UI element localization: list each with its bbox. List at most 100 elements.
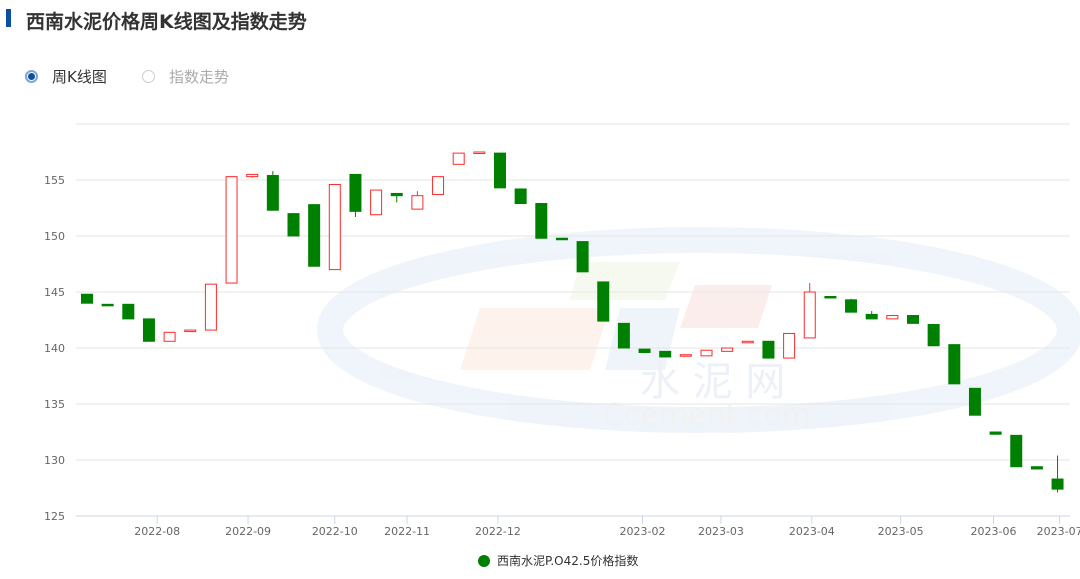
candle-body [576,241,589,273]
x-tick-label: 2023-04 [789,525,835,538]
candle [762,340,775,359]
candle-body [638,348,651,353]
candle [122,303,135,320]
candle-body [473,151,486,154]
candle [225,176,238,284]
candle-body [411,195,424,210]
radio-label: 周K线图 [52,68,107,86]
candle [370,189,383,216]
x-tick-label: 2023-03 [698,525,744,538]
candle-body [514,188,527,205]
candle [679,354,692,357]
candle-body [948,344,961,385]
candle-body [101,303,114,307]
y-tick-label: 125 [44,510,65,523]
candle-body [494,152,506,189]
candle-body [246,173,259,178]
candle-body [762,340,775,359]
candle [184,329,197,333]
candle-body [266,175,279,211]
x-tick-label: 2022-11 [384,525,430,538]
candle-body [700,349,713,357]
candle [204,283,217,331]
candle-body [1030,466,1043,470]
candle-body [163,331,176,342]
candle-body [287,213,300,237]
candle [927,323,940,347]
candle [246,173,259,178]
candle-body [845,299,858,313]
x-tick-label: 2022-09 [225,525,271,538]
candle [886,315,899,320]
candle [328,183,341,271]
candle [659,350,672,358]
candle-body [968,387,981,416]
candle-body [81,293,93,304]
candle [452,152,465,165]
x-tick-label: 2023-02 [620,525,666,538]
candle [555,237,568,241]
svg-text:水 泥 网: 水 泥 网 [640,359,785,405]
candle-body [204,283,217,331]
y-tick-label: 135 [44,398,65,411]
svg-text:Ccement.com: Ccement.com [603,398,811,433]
x-tick-label: 2023-07 [1037,525,1080,538]
candle-body [328,183,341,271]
candle-body [886,315,899,320]
x-tick-label: 2023-05 [878,525,924,538]
candle [617,322,630,349]
candle [700,349,713,357]
candle-body [370,189,383,216]
candle-body [679,354,692,357]
candle [163,331,176,342]
x-tick-label: 2022-12 [475,525,521,538]
candle-body [390,192,403,197]
candle-body [721,347,734,352]
candle [576,241,589,273]
candle-body [432,176,445,196]
y-tick-label: 155 [44,174,65,187]
candle-body [989,431,1002,435]
candle [948,344,961,385]
candle-body [1010,434,1023,468]
candle-body [803,291,816,339]
candle [411,191,424,210]
candle [349,173,362,217]
radio-label: 指数走势 [169,68,230,86]
candle [535,203,548,239]
candle [741,340,754,344]
candle [1010,434,1023,468]
candle [783,332,796,359]
candle-body [142,318,155,342]
y-tick-label: 140 [44,342,65,355]
candle-body [824,295,837,299]
candle-body [865,313,878,320]
legend-marker-icon [478,554,490,567]
radio-index-trend[interactable]: 指数走势 [142,66,229,87]
candle [865,311,878,320]
candle-body [308,204,321,267]
candle [266,171,279,211]
candle-body [184,329,197,333]
candle [989,431,1002,435]
candle [1051,455,1064,493]
candle [101,303,114,307]
y-tick-label: 145 [44,286,65,299]
x-tick-label: 2022-10 [312,525,358,538]
candle-body [122,303,135,320]
candle-body [349,173,362,212]
candle-body [617,322,630,349]
radio-selected-icon [25,70,38,83]
candle-body [225,176,238,284]
candle [473,151,486,154]
candle [81,293,93,304]
candle-body [597,281,610,322]
candle [907,315,919,324]
candle-body [927,323,940,347]
candle-body [535,203,548,239]
page-title: 西南水泥价格周K线图及指数走势 [26,11,307,33]
candle-body [452,152,465,165]
legend[interactable]: 西南水泥P.O42.5价格指数 [478,552,638,569]
legend-label: 西南水泥P.O42.5价格指数 [497,554,639,568]
radio-weekly-kline[interactable]: 周K线图 [25,66,107,87]
